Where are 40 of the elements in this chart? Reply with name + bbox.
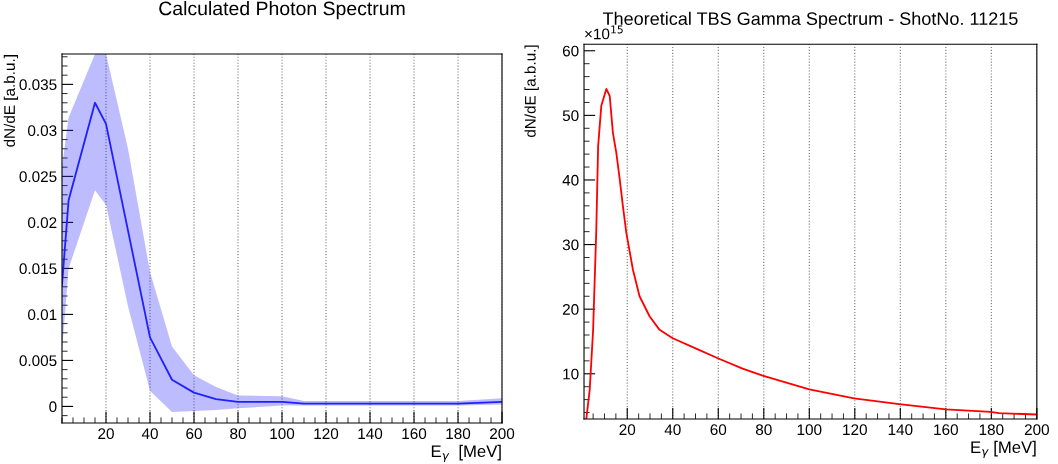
chart-title: Calculated Photon Spectrum <box>159 1 405 20</box>
y-axis-title: dN/dE [a.b.u.] <box>524 45 539 138</box>
y-tick-label: 0.035 <box>19 79 57 91</box>
x-tick-label: 200 <box>1024 424 1049 436</box>
line-series <box>62 101 503 405</box>
x-tick-label: 40 <box>664 424 681 436</box>
y-tick-label: 0.025 <box>19 171 57 183</box>
x-tick-label: 60 <box>186 428 202 440</box>
y-axis-title: dN/dE [a.b.u.] <box>3 55 18 147</box>
x-axis-title: E$_{γ}$ [MeV] <box>431 444 501 463</box>
x-tick-label: 20 <box>98 428 114 440</box>
x-tick-label: 80 <box>230 428 246 440</box>
x-tick-label: 140 <box>888 424 913 436</box>
x-tick-label: 160 <box>402 428 427 440</box>
x-tick-label: 40 <box>141 428 158 440</box>
x-tick-label: 100 <box>797 424 822 436</box>
y-tick-label: 0.02 <box>28 217 57 229</box>
x-tick-label: 140 <box>358 428 383 440</box>
x-tick-label: 100 <box>270 428 295 440</box>
y-tick-label: 0.03 <box>28 125 57 137</box>
y-tick-label: 50 <box>562 110 579 122</box>
y-tick-label: 0.005 <box>19 355 57 367</box>
y-tick-label: 40 <box>562 174 579 186</box>
y-tick-label: 30 <box>562 239 579 251</box>
x-tick-label: 80 <box>755 424 772 436</box>
x-tick-label: 160 <box>934 424 958 436</box>
y-tick-label: 0.01 <box>28 309 57 321</box>
x-axis-title: E$_{γ}$ [MeV] <box>971 440 1036 459</box>
y-tick-label: 20 <box>562 304 579 315</box>
x-tick-label: 60 <box>710 424 727 436</box>
x-tick-label: 200 <box>490 428 515 440</box>
y-tick-label: 10 <box>563 368 579 380</box>
x-tick-label: 120 <box>314 428 339 440</box>
x-tick-label: 120 <box>843 424 867 436</box>
x-tick-label: 180 <box>979 424 1004 436</box>
x-tick-label: 180 <box>446 428 471 440</box>
y-tick-label: 60 <box>562 45 579 57</box>
y-tick-label: 0.015 <box>19 263 57 275</box>
x-tick-label: 20 <box>619 424 636 436</box>
y-tick-label: 0 <box>49 401 57 413</box>
